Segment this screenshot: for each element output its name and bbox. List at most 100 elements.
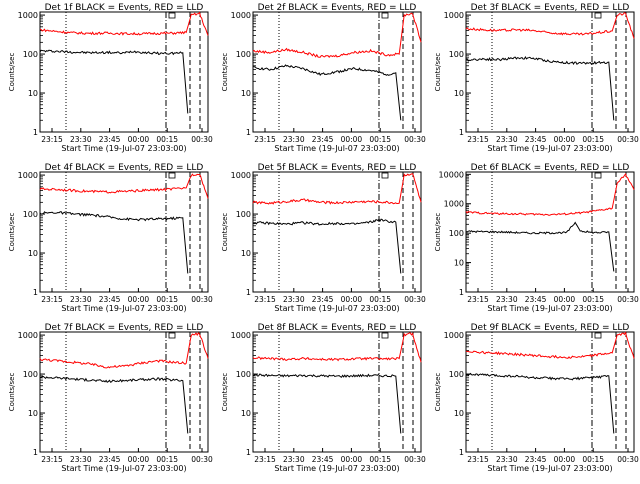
x-axis-label: Start Time (19-Jul-07 23:03:00) — [274, 304, 399, 313]
series-events — [252, 64, 402, 121]
y-tick-label: 10000 — [439, 170, 464, 179]
chart-panel-2: Det 2f BLACK = Events, RED = LLD 1 10 100 10… — [221, 3, 426, 153]
x-tick-label: 23:30 — [496, 455, 518, 464]
x-tick-label: 23:30 — [70, 135, 92, 144]
y-tick-label: 10 — [241, 409, 251, 418]
chart-title: Det 5f BLACK = Events, RED = LLD — [258, 163, 417, 173]
x-tick-label: 00:30 — [617, 135, 639, 144]
x-tick-label: 00:00 — [554, 295, 576, 304]
x-tick-label: 00:00 — [554, 455, 576, 464]
x-tick-label: 00:30 — [404, 295, 426, 304]
y-axis-label: Counts/sec — [8, 373, 16, 412]
x-tick-label: 00:15 — [156, 135, 178, 144]
x-axis-label: Start Time (19-Jul-07 23:03:00) — [61, 304, 186, 313]
y-tick-label: 1 — [459, 128, 464, 137]
x-tick-label: 00:30 — [617, 455, 639, 464]
x-tick-label: 23:15 — [41, 295, 63, 304]
x-tick-label: 23:15 — [254, 135, 276, 144]
y-tick-label: 100 — [449, 370, 464, 379]
x-tick-label: 23:45 — [312, 295, 334, 304]
saa-box-marker — [168, 12, 176, 19]
y-tick-label: 1000 — [231, 11, 251, 20]
chart-title: Det 6f BLACK = Events, RED = LLD — [471, 163, 630, 173]
x-tick-label: 00:15 — [582, 295, 604, 304]
series-events — [465, 55, 615, 121]
chart-title: Det 2f BLACK = Events, RED = LLD — [258, 3, 417, 13]
y-tick-label: 10 — [241, 89, 251, 98]
x-tick-label: 00:00 — [128, 295, 150, 304]
y-tick-label: 1000 — [444, 11, 464, 20]
x-tick-label: 23:30 — [283, 135, 305, 144]
x-tick-label: 23:30 — [70, 295, 92, 304]
y-tick-label: 10 — [454, 259, 464, 268]
series-lld — [39, 332, 209, 369]
y-tick-label: 10 — [454, 89, 464, 98]
x-tick-label: 00:15 — [582, 455, 604, 464]
x-tick-label: 23:30 — [283, 295, 305, 304]
y-axis-label: Counts/sec — [8, 53, 16, 92]
saa-box-marker — [381, 12, 389, 19]
x-tick-label: 00:30 — [404, 135, 426, 144]
x-tick-label: 23:30 — [496, 295, 518, 304]
series-lld — [252, 173, 422, 205]
y-tick-label: 1000 — [231, 171, 251, 180]
x-tick-label: 23:15 — [467, 455, 489, 464]
y-axis-label: Counts/sec — [221, 373, 229, 412]
x-tick-label: 00:00 — [128, 135, 150, 144]
x-tick-label: 23:45 — [525, 135, 547, 144]
series-events — [252, 373, 402, 434]
x-tick-label: 00:00 — [128, 455, 150, 464]
y-tick-label: 10 — [454, 409, 464, 418]
plot-frame — [465, 11, 635, 133]
x-tick-label: 00:15 — [369, 295, 391, 304]
y-tick-label: 100 — [23, 370, 38, 379]
plot-frame — [39, 331, 209, 453]
chart-panel-1: Det 1f BLACK = Events, RED = LLD 1 10 100 10… — [8, 3, 213, 153]
x-axis-label: Start Time (19-Jul-07 23:03:00) — [487, 144, 612, 153]
y-tick-label: 100 — [236, 50, 251, 59]
y-axis-label: Counts/sec — [434, 53, 442, 92]
x-tick-label: 23:15 — [254, 295, 276, 304]
chart-panel-7: Det 7f BLACK = Events, RED = LLD 1 10 100 10… — [8, 323, 213, 473]
x-tick-label: 23:30 — [283, 455, 305, 464]
x-tick-label: 23:45 — [99, 295, 121, 304]
y-tick-label: 100 — [23, 210, 38, 219]
saa-box-marker — [594, 12, 602, 19]
x-axis-label: Start Time (19-Jul-07 23:03:00) — [61, 144, 186, 153]
x-tick-label: 00:30 — [617, 295, 639, 304]
y-tick-label: 10 — [28, 249, 38, 258]
chart-title: Det 4f BLACK = Events, RED = LLD — [45, 163, 204, 173]
x-tick-label: 00:15 — [582, 135, 604, 144]
chart-title: Det 8f BLACK = Events, RED = LLD — [258, 323, 417, 333]
x-axis-label: Start Time (19-Jul-07 23:03:00) — [487, 464, 612, 473]
series-lld — [40, 11, 209, 36]
x-axis-label: Start Time (19-Jul-07 23:03:00) — [274, 464, 399, 473]
x-tick-label: 00:00 — [554, 135, 576, 144]
y-tick-label: 1 — [33, 448, 38, 457]
y-tick-label: 100 — [449, 229, 464, 238]
plot-frame — [252, 171, 422, 293]
series-events — [465, 372, 615, 434]
plot-frame — [39, 11, 209, 133]
y-tick-label: 10 — [28, 409, 38, 418]
series-events — [39, 49, 189, 114]
x-tick-label: 23:45 — [525, 455, 547, 464]
x-tick-label: 23:15 — [467, 135, 489, 144]
chart-panel-5: Det 5f BLACK = Events, RED = LLD 1 10 100 10… — [221, 163, 426, 313]
saa-box-marker — [168, 332, 176, 339]
x-tick-label: 00:15 — [156, 455, 178, 464]
x-axis-label: Start Time (19-Jul-07 23:03:00) — [487, 304, 612, 313]
series-lld — [252, 332, 422, 363]
y-tick-label: 1000 — [18, 171, 38, 180]
x-tick-label: 00:15 — [369, 135, 391, 144]
x-tick-label: 23:45 — [312, 135, 334, 144]
x-tick-label: 00:30 — [191, 455, 213, 464]
series-lld — [39, 173, 209, 199]
chart-panel-9: Det 9f BLACK = Events, RED = LLD 1 10 100 10… — [434, 323, 639, 473]
chart-title: Det 1f BLACK = Events, RED = LLD — [45, 3, 204, 13]
saa-box-marker — [381, 172, 389, 179]
y-tick-label: 100 — [236, 370, 251, 379]
series-events — [39, 211, 189, 274]
x-tick-label: 23:45 — [99, 455, 121, 464]
